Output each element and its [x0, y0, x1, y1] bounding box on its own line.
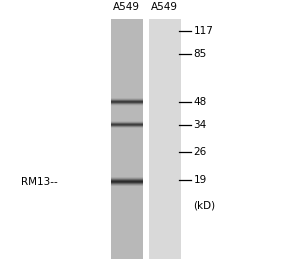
- Text: 34: 34: [193, 120, 207, 130]
- Bar: [111, 20, 143, 259]
- Text: 85: 85: [193, 49, 207, 59]
- Text: RM13--: RM13--: [21, 177, 58, 187]
- Text: 19: 19: [193, 175, 207, 185]
- Text: A549: A549: [151, 2, 178, 12]
- Text: 26: 26: [193, 148, 207, 157]
- Bar: [149, 20, 181, 259]
- Text: 48: 48: [193, 97, 207, 107]
- Text: 117: 117: [193, 26, 213, 36]
- Text: (kD): (kD): [193, 201, 215, 211]
- Text: A549: A549: [113, 2, 140, 12]
